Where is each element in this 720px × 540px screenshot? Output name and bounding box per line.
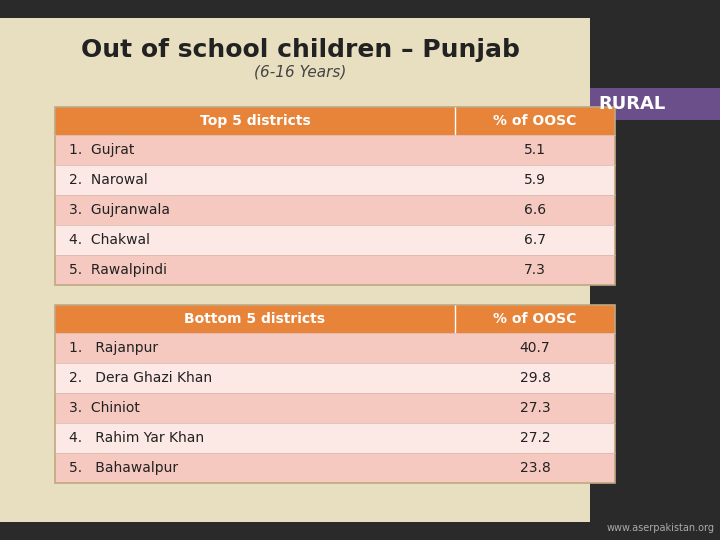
Text: 6.6: 6.6 bbox=[524, 203, 546, 217]
Text: 40.7: 40.7 bbox=[520, 341, 550, 355]
Text: 4.  Chakwal: 4. Chakwal bbox=[69, 233, 150, 247]
FancyBboxPatch shape bbox=[55, 255, 615, 285]
FancyBboxPatch shape bbox=[55, 363, 615, 393]
Text: 29.8: 29.8 bbox=[520, 371, 550, 385]
Text: RURAL: RURAL bbox=[598, 95, 665, 113]
Text: Top 5 districts: Top 5 districts bbox=[199, 114, 310, 128]
Text: 2.  Narowal: 2. Narowal bbox=[69, 173, 148, 187]
FancyBboxPatch shape bbox=[55, 135, 615, 165]
Text: (6-16 Years): (6-16 Years) bbox=[254, 64, 346, 79]
Text: 5.  Rawalpindi: 5. Rawalpindi bbox=[69, 263, 167, 277]
Text: 5.   Bahawalpur: 5. Bahawalpur bbox=[69, 461, 178, 475]
Text: 6.7: 6.7 bbox=[524, 233, 546, 247]
FancyBboxPatch shape bbox=[55, 333, 615, 363]
Text: % of OOSC: % of OOSC bbox=[493, 312, 577, 326]
Text: % of OOSC: % of OOSC bbox=[493, 114, 577, 128]
FancyBboxPatch shape bbox=[55, 423, 615, 453]
Text: 7.3: 7.3 bbox=[524, 263, 546, 277]
FancyBboxPatch shape bbox=[55, 393, 615, 423]
Text: 27.3: 27.3 bbox=[520, 401, 550, 415]
Text: 23.8: 23.8 bbox=[520, 461, 550, 475]
FancyBboxPatch shape bbox=[590, 0, 720, 540]
Text: Bottom 5 districts: Bottom 5 districts bbox=[184, 312, 325, 326]
Text: 1.  Gujrat: 1. Gujrat bbox=[69, 143, 135, 157]
FancyBboxPatch shape bbox=[55, 225, 615, 255]
Text: www.aserpakistan.org: www.aserpakistan.org bbox=[607, 523, 715, 533]
FancyBboxPatch shape bbox=[55, 453, 615, 483]
FancyBboxPatch shape bbox=[0, 0, 720, 18]
Text: 1.   Rajanpur: 1. Rajanpur bbox=[69, 341, 158, 355]
Text: 3.  Gujranwala: 3. Gujranwala bbox=[69, 203, 170, 217]
FancyBboxPatch shape bbox=[55, 195, 615, 225]
Text: 27.2: 27.2 bbox=[520, 431, 550, 445]
Text: 2.   Dera Ghazi Khan: 2. Dera Ghazi Khan bbox=[69, 371, 212, 385]
Text: Out of school children – Punjab: Out of school children – Punjab bbox=[81, 38, 519, 62]
FancyBboxPatch shape bbox=[55, 165, 615, 195]
Text: 3.  Chiniot: 3. Chiniot bbox=[69, 401, 140, 415]
FancyBboxPatch shape bbox=[590, 88, 720, 120]
FancyBboxPatch shape bbox=[55, 107, 615, 135]
FancyBboxPatch shape bbox=[55, 305, 615, 333]
Text: 4.   Rahim Yar Khan: 4. Rahim Yar Khan bbox=[69, 431, 204, 445]
Text: 5.9: 5.9 bbox=[524, 173, 546, 187]
FancyBboxPatch shape bbox=[0, 522, 720, 540]
Text: 5.1: 5.1 bbox=[524, 143, 546, 157]
